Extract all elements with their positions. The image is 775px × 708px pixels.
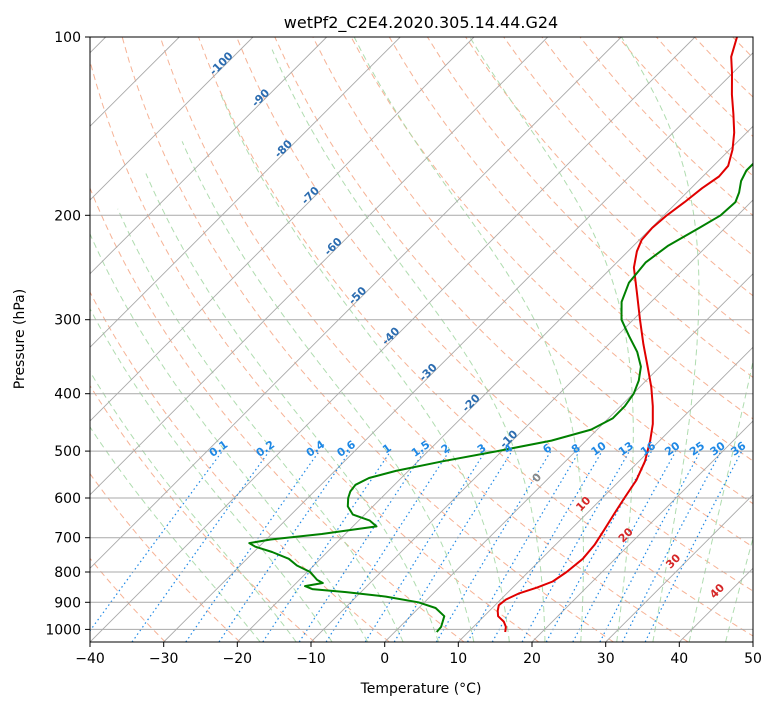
mixing-ratio-line	[466, 450, 580, 642]
dry-adiabat	[503, 37, 753, 297]
y-tick-label: 800	[54, 565, 81, 581]
isotherm	[752, 641, 753, 642]
x-tick-label: 50	[744, 651, 762, 667]
moist-adiabat	[725, 536, 753, 642]
x-tick-label: −40	[75, 651, 105, 667]
isotherm	[457, 346, 753, 642]
y-tick-label: 300	[54, 313, 81, 329]
x-tick-label: 10	[449, 651, 467, 667]
sounding-profiles	[248, 37, 753, 633]
x-tick-label: 0	[380, 651, 389, 667]
y-tick-label: 100	[54, 30, 81, 46]
dry-adiabat	[90, 384, 316, 642]
y-axis: 1000 900 800 700 600 500 400 300 200 100	[45, 30, 90, 638]
moist-adiabat	[90, 370, 297, 642]
dry-adiabat	[771, 37, 775, 642]
x-axis: −40 −30 −20 −10 0 10 20 30 40 50	[75, 642, 762, 667]
mixing-ratio-line	[572, 450, 677, 642]
isotherm	[90, 37, 549, 496]
mixing-ratio-line	[325, 450, 450, 642]
x-tick-label: −20	[223, 651, 253, 667]
temperature-profile	[496, 37, 738, 633]
y-tick-label: 500	[54, 444, 81, 460]
dry-adiabat	[90, 186, 465, 642]
dry-adiabat	[90, 291, 390, 642]
moist-adiabat	[90, 426, 261, 642]
moist-adiabat	[90, 233, 369, 642]
isotherm	[90, 37, 328, 275]
moist-adiabat	[353, 37, 584, 642]
background-lines	[90, 37, 775, 642]
isotherm	[605, 494, 753, 642]
isotherm	[90, 37, 696, 642]
dewpoint-profile	[248, 162, 753, 633]
dry-adiabat	[90, 472, 241, 642]
dry-adiabat	[350, 37, 753, 462]
dry-adiabat	[312, 37, 753, 505]
isotherm	[90, 37, 254, 201]
y-tick-label: 900	[54, 595, 81, 611]
dry-adiabat	[159, 37, 689, 642]
moist-adiabat	[90, 307, 333, 642]
y-tick-label: 600	[54, 491, 81, 507]
y-tick-label: 1000	[45, 622, 81, 638]
dry-adiabat	[465, 37, 753, 338]
isotherm	[90, 37, 401, 348]
moist-adiabat	[688, 359, 753, 642]
x-tick-label: 40	[670, 651, 688, 667]
x-tick-label: −30	[149, 651, 179, 667]
isotherm	[90, 37, 622, 569]
isotherm	[90, 37, 475, 422]
mixing-ratio-line	[262, 450, 392, 642]
mixing-ratio-line	[599, 450, 702, 642]
y-tick-label: 400	[54, 387, 81, 403]
mixing-ratio-line	[364, 450, 486, 642]
chart-title: wetPf2_C2E4.2020.305.14.44.G24	[284, 13, 558, 33]
moist-adiabat	[620, 37, 700, 642]
moist-adiabat	[117, 208, 404, 642]
dry-adiabat	[236, 37, 753, 592]
isotherm	[384, 273, 753, 642]
mixing-ratio-line	[393, 450, 513, 642]
y-tick-label: 700	[54, 531, 81, 547]
mixing-ratio-line	[435, 450, 552, 642]
isotherm	[310, 199, 753, 642]
x-tick-label: −10	[296, 651, 326, 667]
dry-adiabat	[90, 59, 540, 642]
x-axis-title: Temperature (°C)	[360, 681, 482, 697]
x-tick-label: 20	[523, 651, 541, 667]
isotherm	[236, 125, 753, 642]
y-axis-title: Pressure (hPa)	[12, 289, 28, 389]
dry-adiabat	[388, 37, 753, 420]
dry-adiabat	[274, 37, 753, 548]
mixing-ratio-line	[218, 450, 351, 642]
dry-adiabat	[121, 37, 614, 642]
isotherm	[531, 420, 753, 642]
moist-adiabat	[271, 49, 546, 642]
mixing-ratio-line	[298, 450, 425, 642]
plot-frame	[89, 36, 754, 643]
mixing-ratio-line	[185, 450, 320, 642]
y-tick-label: 200	[54, 208, 81, 224]
x-tick-label: 30	[597, 651, 615, 667]
